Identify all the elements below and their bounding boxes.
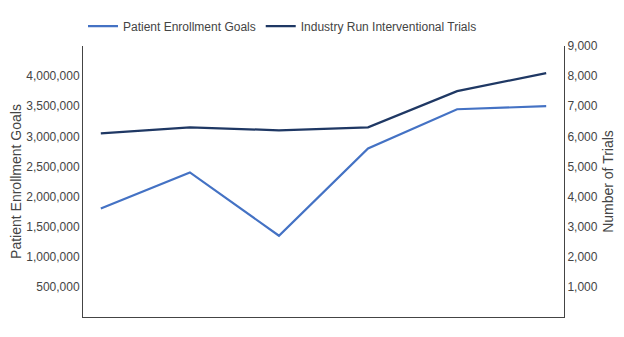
- svg-text:2,000: 2,000: [567, 250, 597, 264]
- svg-text:Patient Enrollment Goals: Patient Enrollment Goals: [8, 104, 24, 259]
- svg-text:500,000: 500,000: [36, 280, 80, 294]
- svg-text:6,000: 6,000: [567, 130, 597, 144]
- svg-text:1,500,000: 1,500,000: [26, 220, 80, 234]
- svg-text:Number of Trials: Number of Trials: [600, 130, 616, 233]
- svg-text:Industry Run Interventional Tr: Industry Run Interventional Trials: [301, 20, 476, 34]
- svg-text:4,000,000: 4,000,000: [26, 69, 80, 83]
- svg-text:3,000,000: 3,000,000: [26, 130, 80, 144]
- svg-text:Patient Enrollment Goals: Patient Enrollment Goals: [123, 20, 256, 34]
- svg-text:8,000: 8,000: [567, 69, 597, 83]
- svg-text:1,000: 1,000: [567, 280, 597, 294]
- svg-text:9,000: 9,000: [567, 39, 597, 53]
- svg-text:1,000,000: 1,000,000: [26, 250, 80, 264]
- svg-text:2,000,000: 2,000,000: [26, 190, 80, 204]
- svg-text:7,000: 7,000: [567, 99, 597, 113]
- svg-text:2,500,000: 2,500,000: [26, 160, 80, 174]
- svg-text:3,500,000: 3,500,000: [26, 99, 80, 113]
- svg-text:5,000: 5,000: [567, 160, 597, 174]
- svg-text:3,000: 3,000: [567, 220, 597, 234]
- svg-text:4,000: 4,000: [567, 190, 597, 204]
